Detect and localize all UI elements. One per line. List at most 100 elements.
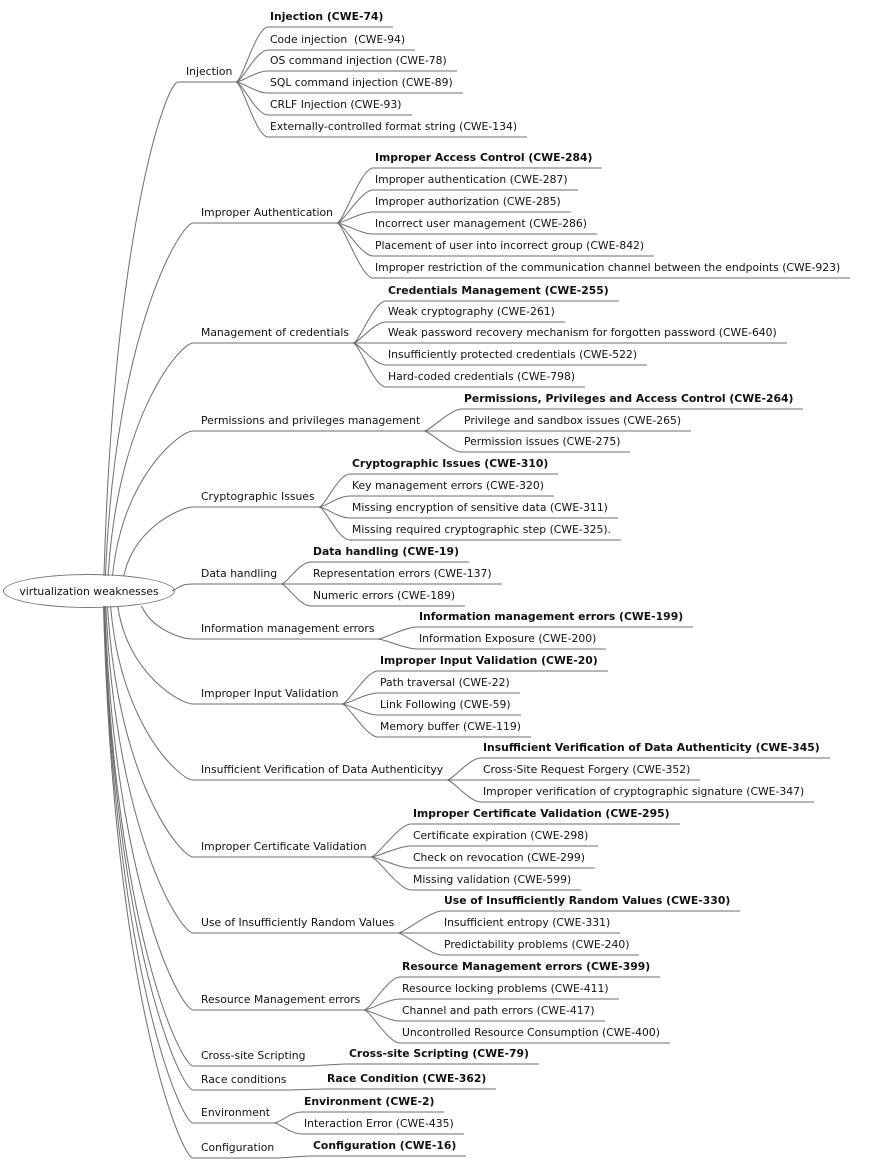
weakness-item[interactable]: Weak password recovery mechanism for for… <box>388 326 777 339</box>
branch-node[interactable]: Use of Insufficiently Random Values <box>201 916 395 929</box>
branch-node[interactable]: Cryptographic Issues <box>201 490 315 503</box>
weakness-item[interactable]: Insufficient entropy (CWE-331) <box>444 916 611 929</box>
category-heading[interactable]: Information management errors (CWE-199) <box>419 610 684 623</box>
child-connector <box>341 703 521 716</box>
root-connector <box>107 605 371 858</box>
category-heading[interactable]: Credentials Management (CWE-255) <box>388 284 609 297</box>
weakness-item[interactable]: Missing encryption of sensitive data (CW… <box>352 501 608 514</box>
weakness-item[interactable]: SQL command injection (CWE-89) <box>270 76 453 89</box>
weakness-item[interactable]: Permission issues (CWE-275) <box>464 435 621 448</box>
category-heading[interactable]: Resource Management errors (CWE-399) <box>402 960 651 973</box>
category-heading[interactable]: Improper Certificate Validation (CWE-295… <box>413 807 670 820</box>
weakness-item[interactable]: Check on revocation (CWE-299) <box>413 851 585 864</box>
weakness-item[interactable]: Interaction Error (CWE-435) <box>304 1117 454 1130</box>
root-connector <box>110 605 447 781</box>
category-heading[interactable]: Configuration (CWE-16) <box>313 1139 457 1152</box>
branch-node[interactable]: Environment <box>201 1106 270 1119</box>
weakness-item[interactable]: Placement of user into incorrect group (… <box>375 239 645 252</box>
weakness-item[interactable]: Improper authorization (CWE-285) <box>375 195 561 208</box>
branch-node[interactable]: Management of credentials <box>201 326 349 339</box>
child-connector <box>235 70 457 83</box>
weakness-item[interactable]: Memory buffer (CWE-119) <box>380 720 521 733</box>
child-connector <box>273 1111 444 1124</box>
branch-node[interactable]: Improper Certificate Validation <box>201 840 367 853</box>
weakness-item[interactable]: Information Exposure (CWE-200) <box>419 632 597 645</box>
branch-node[interactable]: Improper Input Validation <box>201 687 339 700</box>
branch-node[interactable]: Improper Authentication <box>201 206 333 219</box>
weakness-item[interactable]: Insufficiently protected credentials (CW… <box>388 348 638 361</box>
branch-node[interactable]: Data handling <box>201 567 278 580</box>
branch-node[interactable]: Cross-site Scripting <box>201 1049 306 1062</box>
child-connector <box>336 211 571 224</box>
child-connector <box>308 1063 539 1067</box>
weakness-item[interactable]: Code injection (CWE-94) <box>270 33 406 46</box>
weakness-item[interactable]: Improper authentication (CWE-287) <box>375 173 568 186</box>
weakness-item[interactable]: Representation errors (CWE-137) <box>313 567 492 580</box>
branch-node[interactable]: Insufficient Verification of Data Authen… <box>201 763 444 776</box>
child-connector <box>341 703 531 738</box>
weakness-item[interactable]: Numeric errors (CWE-189) <box>313 589 456 602</box>
category-heading[interactable]: Insufficient Verification of Data Authen… <box>483 741 820 754</box>
weakness-item[interactable]: Resource locking problems (CWE-411) <box>402 982 609 995</box>
weakness-item[interactable]: Missing validation (CWE-599) <box>413 873 572 886</box>
weakness-item[interactable]: Predictability problems (CWE-240) <box>444 938 630 951</box>
weakness-item[interactable]: Cross-Site Request Forgery (CWE-352) <box>483 763 691 776</box>
category-heading[interactable]: Cross-site Scripting (CWE-79) <box>349 1047 529 1060</box>
category-heading[interactable]: Data handling (CWE-19) <box>313 545 460 558</box>
branch-node[interactable]: Information management errors <box>201 622 375 635</box>
root-label: virtualization weaknesses <box>19 584 159 598</box>
weakness-item[interactable]: Uncontrolled Resource Consumption (CWE-4… <box>402 1026 660 1039</box>
root-node[interactable]: virtualization weaknesses <box>3 574 175 608</box>
child-connector <box>289 1088 496 1091</box>
root-connector <box>117 605 342 705</box>
category-heading[interactable]: Cryptographic Issues (CWE-310) <box>352 457 549 470</box>
branch-node[interactable]: Configuration <box>201 1141 275 1154</box>
branch-node[interactable]: Resource Management errors <box>201 993 361 1006</box>
child-connector <box>336 222 654 257</box>
child-connector <box>318 473 558 508</box>
child-connector <box>446 757 830 781</box>
branch-node[interactable]: Injection <box>186 65 233 78</box>
child-connector <box>336 189 578 224</box>
child-connector <box>397 910 740 934</box>
weakness-item[interactable]: Privilege and sandbox issues (CWE-265) <box>464 414 682 427</box>
category-heading[interactable]: Use of Insufficiently Random Values (CWE… <box>444 894 731 907</box>
weakness-item[interactable]: Key management errors (CWE-320) <box>352 479 544 492</box>
branch-node[interactable]: Race conditions <box>201 1073 287 1086</box>
category-heading[interactable]: Permissions, Privileges and Access Contr… <box>464 392 794 405</box>
weakness-item[interactable]: Weak cryptography (CWE-261) <box>388 305 555 318</box>
weakness-item[interactable]: Improper restriction of the communicatio… <box>375 261 841 274</box>
weakness-item[interactable]: Missing required cryptographic step (CWE… <box>352 523 611 536</box>
child-connector <box>397 932 639 956</box>
weakness-item[interactable]: Certificate expiration (CWE-298) <box>413 829 589 842</box>
category-heading[interactable]: Race Condition (CWE-362) <box>327 1072 487 1085</box>
weakness-item[interactable]: Externally-controlled format string (CWE… <box>270 120 518 133</box>
weakness-item[interactable]: Path traversal (CWE-22) <box>380 676 510 689</box>
child-connector <box>363 998 619 1011</box>
child-connector <box>377 638 606 650</box>
category-heading[interactable]: Environment (CWE-2) <box>304 1095 435 1108</box>
root-connector <box>103 605 309 1067</box>
category-heading[interactable]: Injection (CWE-74) <box>270 10 384 23</box>
root-connector <box>107 342 353 577</box>
weakness-item[interactable]: Link Following (CWE-59) <box>380 698 511 711</box>
root-connector <box>103 605 274 1124</box>
weakness-item[interactable]: Incorrect user management (CWE-286) <box>375 217 587 230</box>
category-heading[interactable]: Improper Input Validation (CWE-20) <box>380 654 598 667</box>
weakness-item[interactable]: OS command injection (CWE-78) <box>270 54 447 67</box>
child-connector <box>352 321 565 344</box>
weakness-item[interactable]: CRLF Injection (CWE-93) <box>270 98 402 111</box>
child-connector <box>336 222 597 235</box>
category-heading[interactable]: Improper Access Control (CWE-284) <box>375 151 593 164</box>
child-connector <box>235 81 463 94</box>
child-connector <box>363 1009 670 1044</box>
child-connector <box>273 1122 464 1135</box>
weakness-item[interactable]: Hard-coded credentials (CWE-798) <box>388 370 576 383</box>
child-connector <box>370 845 598 858</box>
branch-node[interactable]: Permissions and privileges management <box>201 414 421 427</box>
weakness-item[interactable]: Improper verification of cryptographic s… <box>483 785 805 798</box>
weakness-item[interactable]: Channel and path errors (CWE-417) <box>402 1004 595 1017</box>
child-connector <box>363 976 660 1011</box>
